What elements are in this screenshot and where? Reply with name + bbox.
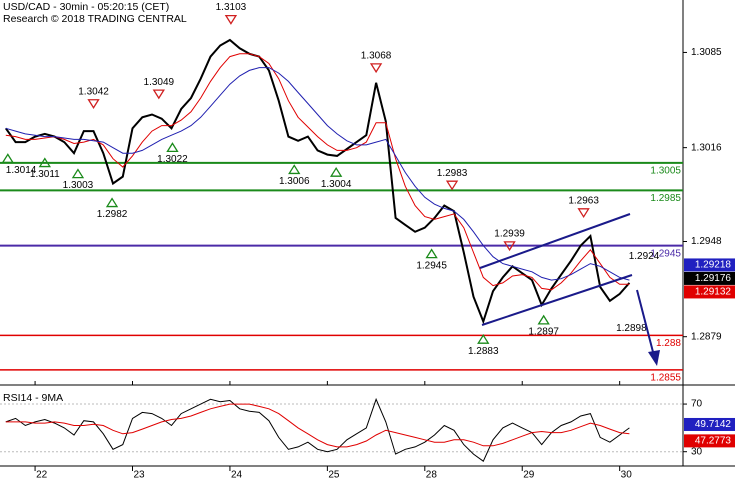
level-label: 1.288 <box>656 338 681 349</box>
low-marker <box>105 197 119 208</box>
price-annotation: 1.2897 <box>528 327 559 338</box>
forecast-arrowhead <box>648 350 660 366</box>
moving-average <box>5 67 630 281</box>
price-annotation: 1.2945 <box>416 260 447 271</box>
moving-average <box>5 53 630 291</box>
x-tick-label: 23 <box>134 470 146 480</box>
channel-upper <box>479 213 631 269</box>
price-annotation: 1.2883 <box>468 346 499 357</box>
value-box <box>684 271 735 285</box>
price-annotation: 1.3022 <box>157 154 188 165</box>
high-marker <box>577 208 590 219</box>
value-box-label: 47.2773 <box>695 436 732 447</box>
y-tick-label: 70 <box>691 399 703 410</box>
low-marker <box>166 142 179 153</box>
price-annotation: 1.3004 <box>321 179 352 190</box>
price-line <box>5 397 630 462</box>
level-label: 1.3005 <box>650 165 681 176</box>
level-label: 1.2855 <box>650 372 681 383</box>
x-tick-label: 22 <box>36 470 48 480</box>
x-tick-label: 24 <box>231 470 243 480</box>
drawings <box>479 213 660 366</box>
price-annotation: 1.2982 <box>97 209 128 220</box>
price-annotation: 1.3049 <box>144 77 175 88</box>
chart-subtitle: Research © 2018 TRADING CENTRAL <box>3 13 187 25</box>
channel-lower <box>481 274 633 326</box>
high-marker <box>503 241 516 252</box>
value-box-label: 49.7142 <box>695 419 732 430</box>
price-annotation: 1.3006 <box>279 176 310 187</box>
price-annotation: 1.3042 <box>78 86 109 97</box>
value-box <box>684 434 735 448</box>
x-tick-label: 30 <box>621 470 633 480</box>
low-marker <box>329 166 343 177</box>
value-box <box>684 285 735 299</box>
high-marker <box>87 99 100 110</box>
price-annotation: 1.2924 <box>629 251 660 262</box>
price-annotation: 1.2983 <box>437 168 468 179</box>
x-tick-label: 29 <box>523 470 535 480</box>
y-tick-label: 1.2948 <box>691 236 722 247</box>
price-annotation: 1.2898 <box>616 323 647 334</box>
value-box <box>684 258 735 272</box>
high-marker <box>445 180 459 191</box>
value-box-label: 1.29176 <box>695 273 732 284</box>
y-tick-label: 1.2879 <box>691 331 722 342</box>
y-tick-label: 1.3085 <box>691 47 722 58</box>
level-label: 1.2985 <box>650 193 681 204</box>
level-label: 1.2945 <box>650 248 681 259</box>
moving-average <box>5 403 630 448</box>
price-annotation: 1.2963 <box>568 195 599 206</box>
price-annotation: 1.3014 <box>6 165 37 176</box>
value-box-label: 1.29218 <box>695 260 732 271</box>
low-marker <box>38 157 51 168</box>
low-marker <box>537 314 550 325</box>
y-tick-label: 30 <box>691 446 703 457</box>
low-marker <box>477 333 490 344</box>
low-marker <box>288 164 301 175</box>
high-marker <box>369 63 383 74</box>
high-marker <box>152 89 165 100</box>
price-annotation: 1.3011 <box>30 169 60 180</box>
low-marker <box>1 153 14 164</box>
price-annotation: 1.3068 <box>361 51 392 62</box>
high-marker <box>224 14 238 25</box>
value-box-label: 1.29132 <box>695 287 732 298</box>
low-marker <box>425 248 438 259</box>
x-tick-label: 28 <box>426 470 438 480</box>
rsi-title: RSI14 - 9MA <box>3 392 63 404</box>
y-tick-label: 1.3016 <box>691 142 722 153</box>
price-annotation: 1.2939 <box>494 229 525 240</box>
price-annotation: 1.3003 <box>63 180 94 191</box>
forecast-arrow <box>636 289 654 353</box>
value-box <box>684 417 735 431</box>
x-tick-label: 25 <box>328 470 340 480</box>
low-marker <box>71 168 85 179</box>
price-annotation: 1.3103 <box>216 2 247 13</box>
chart-title: USD/CAD - 30min - 05:20:15 (CET) <box>3 1 169 13</box>
